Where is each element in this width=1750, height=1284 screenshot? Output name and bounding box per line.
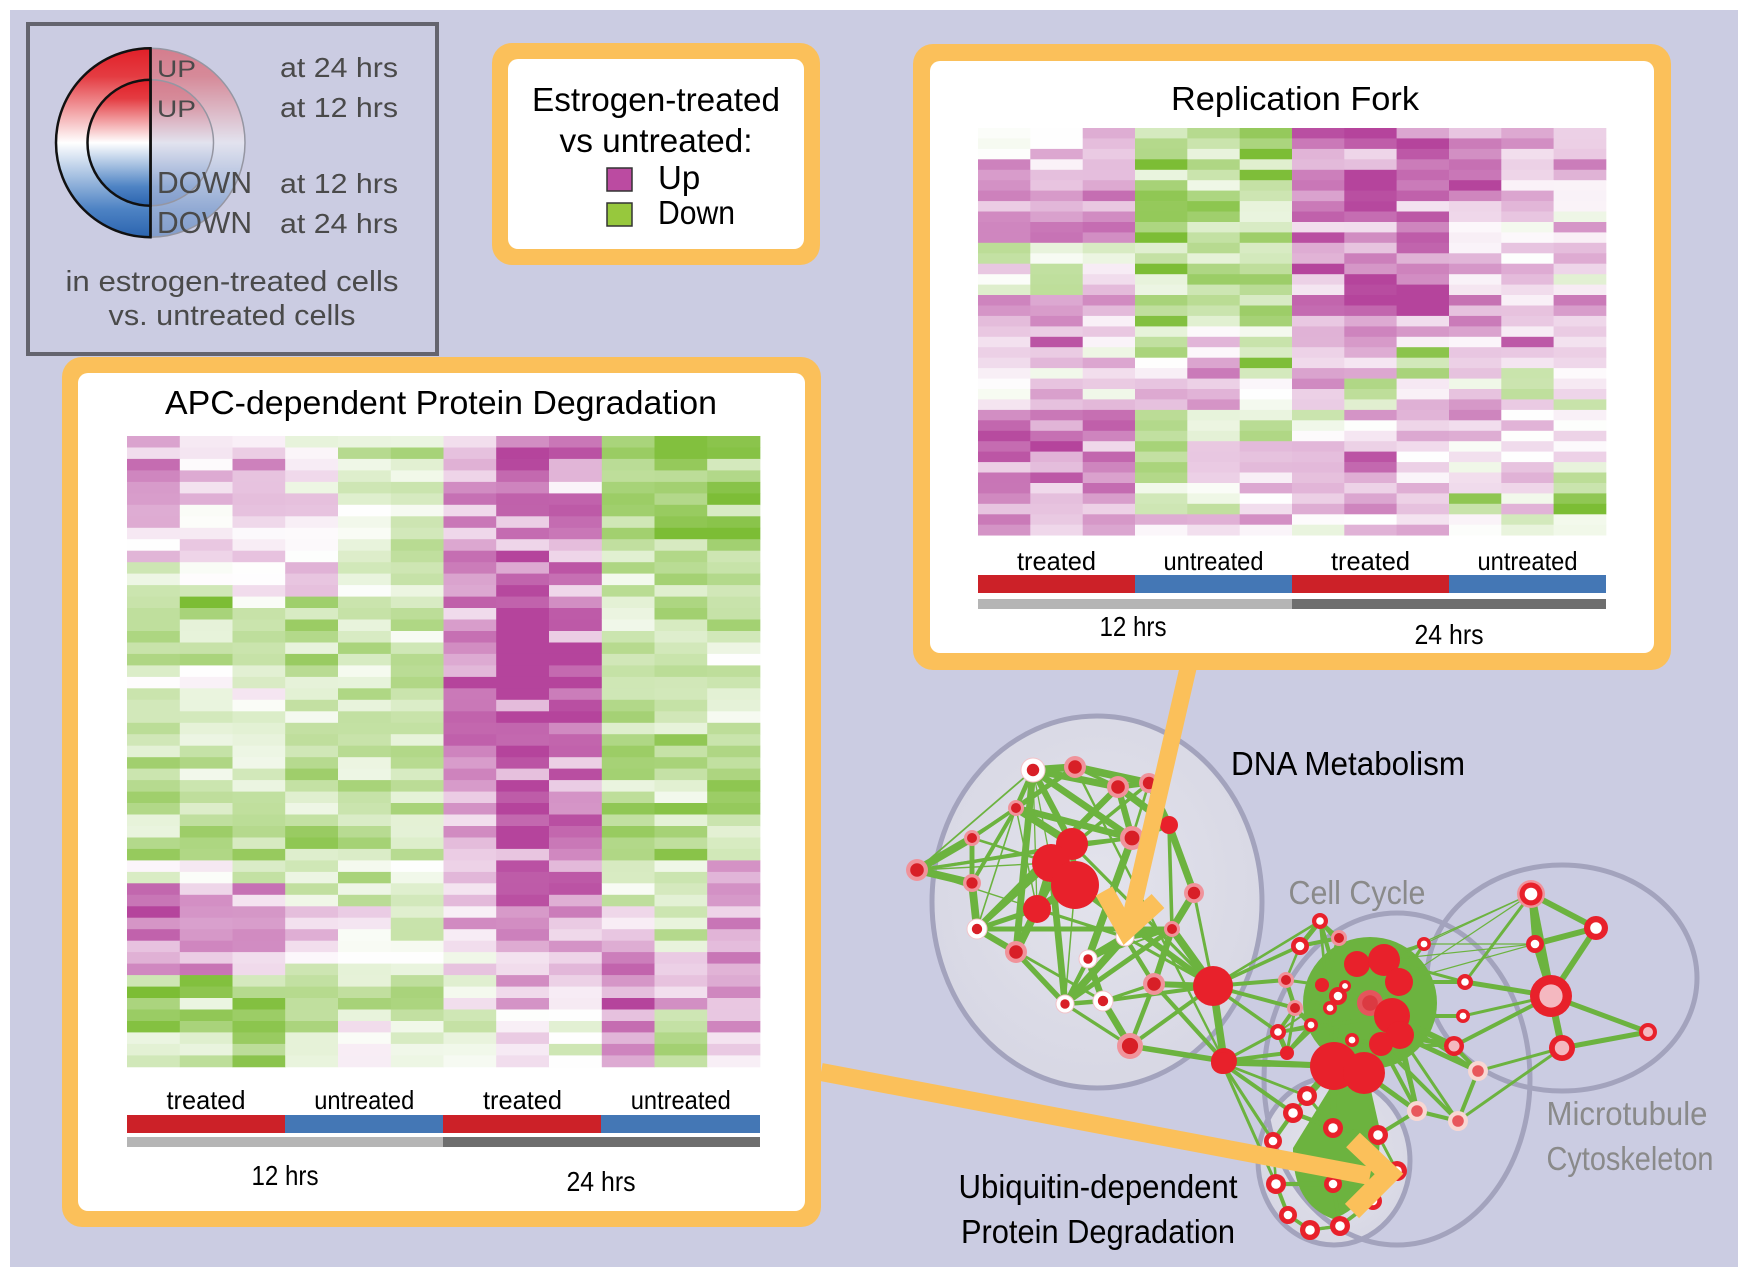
svg-text:12 hrs: 12 hrs — [1100, 611, 1167, 642]
svg-text:untreated: untreated — [314, 1085, 414, 1115]
svg-text:UP: UP — [157, 96, 196, 123]
svg-text:12 hrs: 12 hrs — [252, 1160, 319, 1191]
svg-text:treated: treated — [483, 1085, 562, 1115]
svg-text:untreated: untreated — [1478, 546, 1578, 576]
svg-text:treated: treated — [167, 1085, 246, 1115]
svg-text:Cell Cycle: Cell Cycle — [1289, 874, 1426, 911]
svg-text:APC-dependent Protein Degradat: APC-dependent Protein Degradation — [165, 384, 717, 421]
svg-text:DOWN: DOWN — [157, 165, 252, 200]
svg-text:24 hrs: 24 hrs — [567, 1166, 636, 1197]
svg-text:Replication Fork: Replication Fork — [1171, 80, 1420, 117]
svg-text:24 hrs: 24 hrs — [1415, 619, 1484, 650]
svg-text:UP: UP — [157, 56, 196, 83]
svg-text:Microtubule: Microtubule — [1547, 1095, 1708, 1132]
svg-text:at 12 hrs: at 12 hrs — [280, 92, 398, 123]
svg-text:Cytoskeleton: Cytoskeleton — [1547, 1140, 1714, 1177]
svg-text:Up: Up — [658, 159, 700, 196]
svg-text:DOWN: DOWN — [157, 205, 252, 240]
svg-text:at 24 hrs: at 24 hrs — [280, 208, 398, 239]
svg-text:untreated: untreated — [1164, 546, 1264, 576]
svg-text:Estrogen-treated: Estrogen-treated — [532, 81, 780, 118]
svg-text:in estrogen-treated cells: in estrogen-treated cells — [66, 266, 399, 298]
svg-text:DNA Metabolism: DNA Metabolism — [1231, 745, 1465, 782]
svg-text:vs. untreated cells: vs. untreated cells — [109, 300, 356, 332]
svg-text:Protein Degradation: Protein Degradation — [961, 1213, 1235, 1250]
svg-text:at 24 hrs: at 24 hrs — [280, 52, 398, 83]
svg-text:vs untreated:: vs untreated: — [560, 122, 753, 159]
svg-text:Down: Down — [658, 194, 735, 231]
svg-text:treated: treated — [1331, 546, 1410, 576]
svg-text:treated: treated — [1017, 546, 1096, 576]
svg-text:untreated: untreated — [631, 1085, 731, 1115]
svg-text:at 12 hrs: at 12 hrs — [280, 168, 398, 199]
svg-text:Ubiquitin-dependent: Ubiquitin-dependent — [959, 1168, 1238, 1205]
